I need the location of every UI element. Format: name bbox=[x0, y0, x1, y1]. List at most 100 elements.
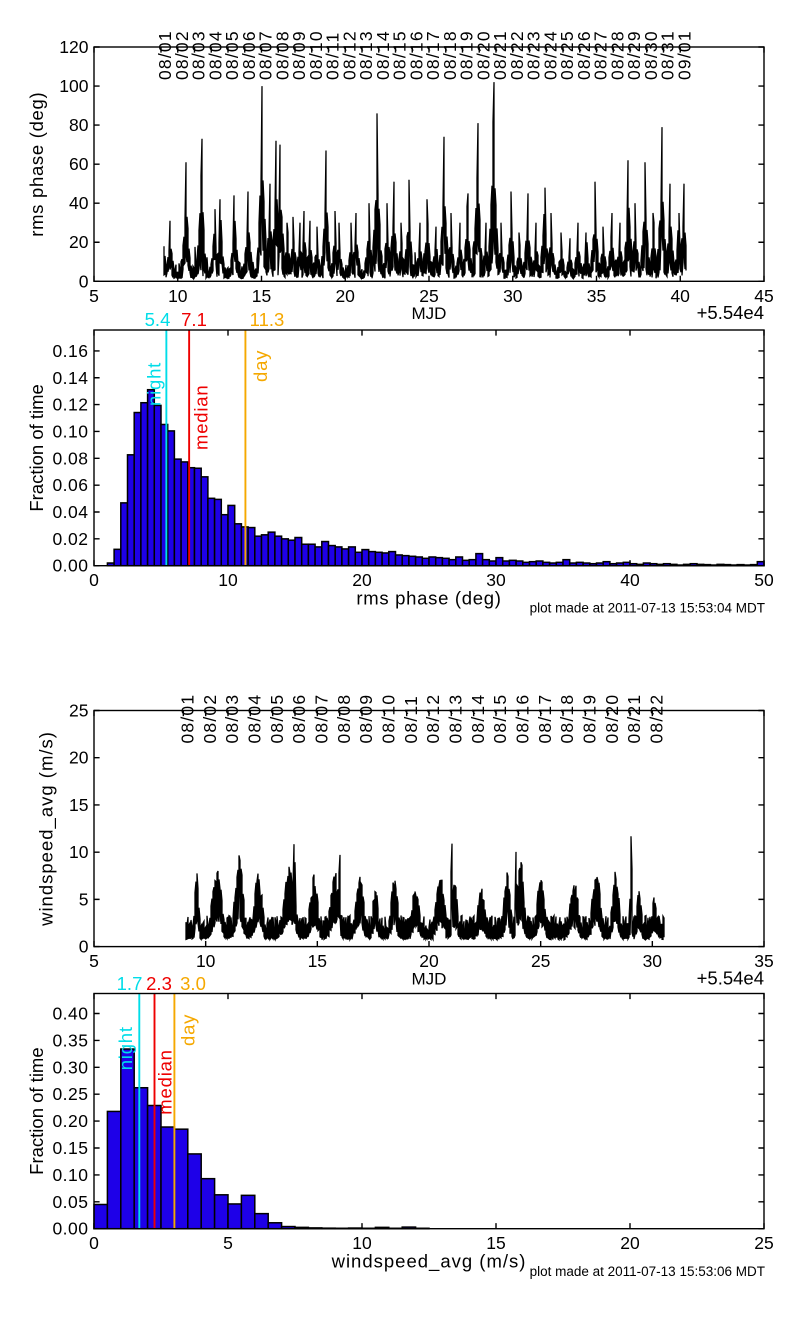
svg-text:plot made at 2011-07-13 15:53:: plot made at 2011-07-13 15:53:04 MDT bbox=[530, 600, 765, 615]
svg-text:08/14: 08/14 bbox=[468, 694, 488, 744]
svg-text:0.04: 0.04 bbox=[52, 502, 88, 522]
svg-text:median: median bbox=[155, 1049, 176, 1114]
svg-text:0.10: 0.10 bbox=[52, 1165, 88, 1185]
svg-text:0: 0 bbox=[89, 1233, 99, 1253]
svg-text:40: 40 bbox=[670, 286, 690, 306]
svg-text:08/22: 08/22 bbox=[507, 30, 527, 80]
svg-text:day: day bbox=[177, 1014, 198, 1046]
svg-text:08/12: 08/12 bbox=[339, 30, 359, 80]
svg-text:0.00: 0.00 bbox=[52, 1219, 88, 1239]
svg-text:08/16: 08/16 bbox=[513, 694, 533, 744]
svg-text:35: 35 bbox=[587, 286, 606, 306]
svg-text:5: 5 bbox=[79, 889, 89, 909]
svg-text:10: 10 bbox=[69, 842, 89, 862]
svg-text:0: 0 bbox=[79, 271, 89, 291]
svg-text:7.1: 7.1 bbox=[181, 309, 207, 330]
svg-text:08/08: 08/08 bbox=[272, 30, 292, 80]
svg-text:08/22: 08/22 bbox=[647, 694, 667, 744]
svg-text:40: 40 bbox=[69, 193, 89, 213]
svg-text:MJD: MJD bbox=[412, 304, 447, 323]
svg-text:1.7: 1.7 bbox=[117, 973, 143, 994]
svg-text:15: 15 bbox=[308, 951, 327, 971]
svg-text:median: median bbox=[190, 385, 211, 450]
svg-text:20: 20 bbox=[352, 570, 372, 590]
svg-text:08/02: 08/02 bbox=[172, 30, 192, 80]
svg-text:08/25: 08/25 bbox=[557, 30, 577, 80]
svg-text:Fraction of time: Fraction of time bbox=[26, 1047, 47, 1175]
svg-text:0.40: 0.40 bbox=[52, 1004, 88, 1024]
svg-text:08/13: 08/13 bbox=[446, 694, 466, 744]
svg-text:20: 20 bbox=[620, 1233, 640, 1253]
svg-text:08/23: 08/23 bbox=[524, 30, 544, 80]
svg-text:5: 5 bbox=[89, 951, 99, 971]
svg-text:night: night bbox=[143, 362, 164, 406]
svg-text:10: 10 bbox=[352, 1233, 372, 1253]
svg-text:08/19: 08/19 bbox=[457, 30, 477, 80]
svg-text:rms phase (deg): rms phase (deg) bbox=[26, 92, 47, 237]
svg-text:08/27: 08/27 bbox=[591, 30, 611, 80]
svg-text:MJD: MJD bbox=[412, 970, 447, 989]
svg-text:08/06: 08/06 bbox=[239, 30, 259, 80]
svg-text:20: 20 bbox=[335, 286, 355, 306]
svg-text:08/05: 08/05 bbox=[222, 30, 242, 80]
svg-text:08/31: 08/31 bbox=[658, 30, 678, 80]
svg-text:08/17: 08/17 bbox=[535, 694, 555, 744]
svg-text:08/29: 08/29 bbox=[624, 30, 644, 80]
svg-text:08/06: 08/06 bbox=[289, 694, 309, 744]
svg-text:0.12: 0.12 bbox=[52, 395, 88, 415]
svg-text:08/04: 08/04 bbox=[245, 694, 265, 744]
svg-text:60: 60 bbox=[69, 154, 89, 174]
svg-text:08/12: 08/12 bbox=[423, 694, 443, 744]
svg-text:20: 20 bbox=[69, 748, 89, 768]
svg-text:08/08: 08/08 bbox=[334, 694, 354, 744]
svg-text:08/10: 08/10 bbox=[379, 694, 399, 744]
svg-text:08/13: 08/13 bbox=[356, 30, 376, 80]
svg-text:45: 45 bbox=[754, 286, 773, 306]
svg-text:08/10: 08/10 bbox=[306, 30, 326, 80]
svg-text:08/01: 08/01 bbox=[155, 30, 175, 80]
svg-text:08/18: 08/18 bbox=[557, 694, 577, 744]
svg-text:08/26: 08/26 bbox=[574, 30, 594, 80]
svg-text:0.14: 0.14 bbox=[52, 368, 88, 388]
svg-text:08/20: 08/20 bbox=[473, 30, 493, 80]
svg-text:08/24: 08/24 bbox=[541, 30, 561, 80]
svg-text:25: 25 bbox=[531, 951, 550, 971]
svg-text:08/05: 08/05 bbox=[267, 694, 287, 744]
svg-text:0.06: 0.06 bbox=[52, 475, 88, 495]
svg-text:11.3: 11.3 bbox=[250, 309, 285, 330]
svg-text:0.08: 0.08 bbox=[52, 448, 88, 468]
svg-text:08/15: 08/15 bbox=[390, 30, 410, 80]
svg-text:0.00: 0.00 bbox=[52, 556, 88, 576]
svg-text:08/17: 08/17 bbox=[423, 30, 443, 80]
svg-text:08/03: 08/03 bbox=[189, 30, 209, 80]
svg-text:25: 25 bbox=[754, 1233, 773, 1253]
svg-text:100: 100 bbox=[59, 76, 88, 96]
svg-text:08/07: 08/07 bbox=[256, 30, 276, 80]
svg-text:rms phase (deg): rms phase (deg) bbox=[356, 588, 501, 609]
svg-text:08/28: 08/28 bbox=[608, 30, 628, 80]
svg-text:15: 15 bbox=[486, 1233, 505, 1253]
svg-text:15: 15 bbox=[252, 286, 271, 306]
svg-text:5: 5 bbox=[89, 286, 99, 306]
svg-text:80: 80 bbox=[69, 115, 89, 135]
svg-text:08/14: 08/14 bbox=[373, 30, 393, 80]
svg-text:0.20: 0.20 bbox=[52, 1111, 88, 1131]
svg-text:08/15: 08/15 bbox=[490, 694, 510, 744]
svg-text:0.15: 0.15 bbox=[52, 1138, 88, 1158]
svg-text:08/30: 08/30 bbox=[641, 30, 661, 80]
svg-text:Fraction of time: Fraction of time bbox=[26, 384, 47, 512]
svg-text:25: 25 bbox=[419, 286, 438, 306]
svg-text:5.4: 5.4 bbox=[145, 309, 171, 330]
svg-text:night: night bbox=[115, 1026, 136, 1070]
svg-text:15: 15 bbox=[69, 795, 88, 815]
svg-text:10: 10 bbox=[196, 951, 216, 971]
svg-text:0.10: 0.10 bbox=[52, 422, 88, 442]
svg-text:plot made at 2011-07-13 15:53:: plot made at 2011-07-13 15:53:06 MDT bbox=[530, 1264, 765, 1279]
svg-text:2.3: 2.3 bbox=[146, 973, 172, 994]
svg-text:0.30: 0.30 bbox=[52, 1057, 88, 1077]
svg-text:10: 10 bbox=[218, 570, 238, 590]
svg-text:0.05: 0.05 bbox=[52, 1192, 88, 1212]
svg-text:08/16: 08/16 bbox=[406, 30, 426, 80]
svg-text:20: 20 bbox=[419, 951, 439, 971]
svg-text:08/01: 08/01 bbox=[178, 694, 198, 744]
